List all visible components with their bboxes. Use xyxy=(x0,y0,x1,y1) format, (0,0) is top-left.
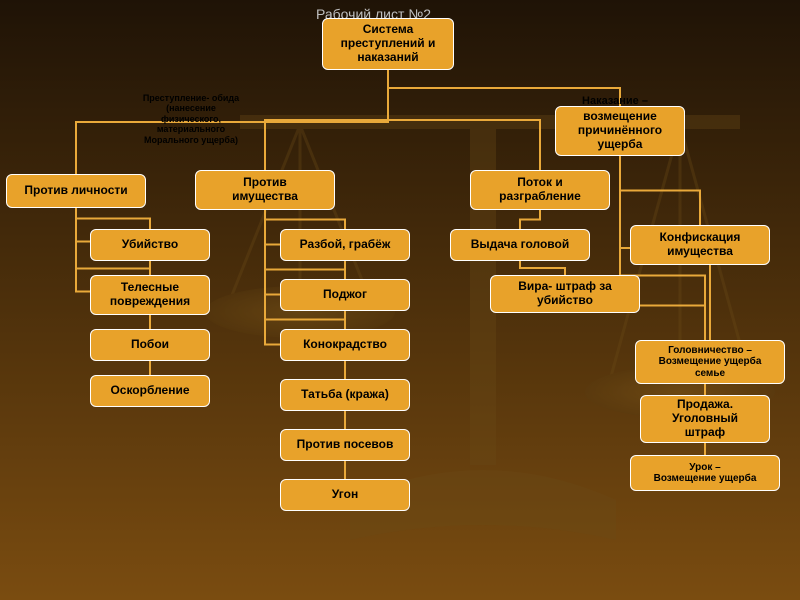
node-l1: Убийство xyxy=(90,229,210,261)
diagram-stage: Рабочий лист №2Преступление- обида (нане… xyxy=(0,0,800,600)
node-r2: Вира- штраф за убийство xyxy=(490,275,640,313)
node-c1: Против личности xyxy=(6,174,146,208)
node-punish: возмещение причинённого ущерба xyxy=(555,106,685,156)
node-m2: Поджог xyxy=(280,279,410,311)
node-m4: Татьба (кража) xyxy=(280,379,410,411)
node-p3: Продажа. Уголовный штраф xyxy=(640,395,770,443)
node-p1: Конфискация имущества xyxy=(630,225,770,265)
node-r1: Выдача головой xyxy=(450,229,590,261)
node-c2: Против имущества xyxy=(195,170,335,210)
node-m6: Угон xyxy=(280,479,410,511)
node-l2: Телесные повреждения xyxy=(90,275,210,315)
node-p2: Головничество – Возмещение ущерба семье xyxy=(635,340,785,384)
cap-left: Преступление- обида (нанесение физическо… xyxy=(126,90,256,148)
node-root: Система преступлений и наказаний xyxy=(322,18,454,70)
node-c3: Поток и разграбление xyxy=(470,170,610,210)
node-l3: Побои xyxy=(90,329,210,361)
node-m1: Разбой, грабёж xyxy=(280,229,410,261)
node-p4: Урок – Возмещение ущерба xyxy=(630,455,780,491)
node-m3: Конокрадство xyxy=(280,329,410,361)
node-l4: Оскорбление xyxy=(90,375,210,407)
node-m5: Против посевов xyxy=(280,429,410,461)
